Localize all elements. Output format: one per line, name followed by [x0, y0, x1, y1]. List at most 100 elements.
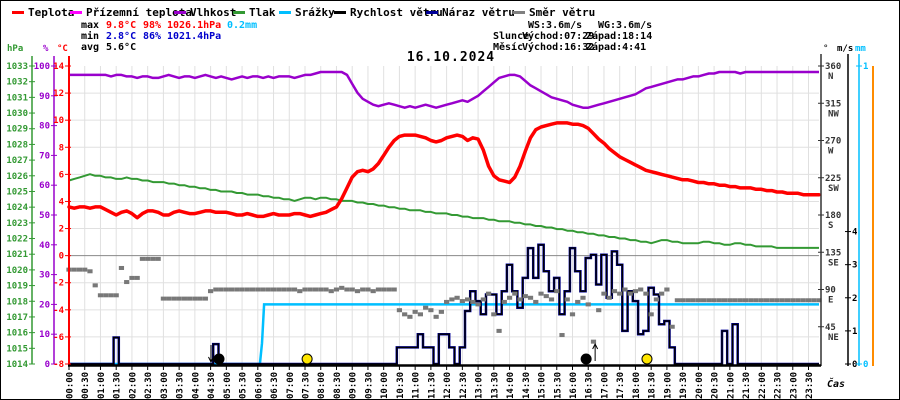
- wind-direction-dot: [328, 289, 334, 294]
- axis-label: 04:30: [207, 372, 217, 399]
- wind-direction-dot: [465, 297, 471, 302]
- wind-direction-dot: [276, 287, 282, 292]
- wind-direction-dot: [800, 298, 806, 303]
- wind-direction-dot: [71, 267, 77, 272]
- axis-label: 06:00: [254, 372, 264, 399]
- wind-direction-dot: [811, 298, 817, 303]
- wind-direction-dot: [260, 287, 266, 292]
- axis-label: 90: [825, 286, 836, 296]
- axis-label: 15:30: [553, 372, 563, 399]
- wind-direction-dot: [360, 287, 366, 292]
- temperature-line-swatch: [12, 10, 24, 14]
- axis-label: 1020: [6, 266, 28, 276]
- axis-label: 14: [53, 62, 64, 72]
- pressure-line-swatch: [233, 10, 245, 14]
- stat-sun-label: Slunce: [493, 31, 530, 42]
- axis-label: 23:00: [789, 372, 799, 399]
- wind-direction-dot: [506, 295, 513, 300]
- humidity-line: [69, 70, 819, 109]
- wind-direction-dot: [223, 287, 229, 292]
- wind-direction-dot: [769, 298, 775, 303]
- axis-label: 18:30: [648, 372, 658, 399]
- axis-label: hPa: [7, 44, 23, 54]
- wind-direction-dot: [234, 287, 240, 292]
- wind-direction-dot: [150, 256, 156, 261]
- axis-label: 1017: [6, 313, 28, 323]
- wind-direction-dot: [187, 296, 193, 301]
- wind-direction-dot: [312, 287, 319, 292]
- wind-direction-dot: [543, 294, 549, 299]
- axis-label: 0: [852, 360, 857, 370]
- stat-min-humidity: 86%: [143, 31, 162, 42]
- axis-label: 12:30: [459, 372, 469, 399]
- wind-direction-dot: [333, 287, 340, 292]
- axis-label: Čas: [827, 376, 845, 390]
- axis-label: 20:00: [695, 372, 705, 399]
- axis-label: 16:00: [569, 372, 579, 399]
- wind-direction-dot: [795, 298, 801, 303]
- axis-label: 05:00: [223, 372, 233, 399]
- wind-direction-dot: [538, 291, 544, 296]
- stat-max-temp: 9.8°C: [106, 20, 137, 31]
- wind-direction-dot: [145, 256, 151, 261]
- stat-min-temp: 2.8°C: [106, 31, 137, 42]
- axis-label: 16:30: [585, 372, 595, 399]
- wind-direction-dot: [444, 299, 450, 304]
- stat-sunset: Západ:18:14: [586, 31, 653, 42]
- wind-direction-dot: [270, 287, 277, 292]
- wind-direction-dot: [512, 291, 518, 296]
- axis-label: 0: [45, 360, 50, 370]
- wind-direction-dot: [302, 287, 308, 292]
- temperature-line: [67, 121, 821, 220]
- wind-direction-dot: [192, 296, 198, 301]
- axis-label: 14:30: [522, 372, 532, 399]
- pressure-line: [68, 173, 819, 249]
- axis-label: 1033: [6, 62, 28, 72]
- wind-direction-dot: [281, 287, 287, 292]
- wind-direction-dot: [391, 287, 397, 292]
- wind-direction-dot: [139, 256, 146, 261]
- wind-direction-dot: [622, 287, 628, 292]
- axis-label: 225: [825, 174, 841, 184]
- axis-label: S: [828, 221, 833, 231]
- wind-direction-dot: [459, 299, 465, 304]
- axis-label: 1022: [6, 235, 28, 245]
- wind-direction-dot: [695, 298, 701, 303]
- wind-direction-dot: [286, 287, 292, 292]
- wind-direction-dot: [202, 296, 208, 301]
- stat-min-pressure: 1021.4hPa: [167, 31, 222, 42]
- wind-direction-dot: [381, 287, 387, 292]
- axis-label: NW: [828, 109, 839, 119]
- wind-direction-dot: [124, 280, 130, 285]
- wind-direction-dot: [244, 287, 250, 292]
- axis-label: 14:00: [506, 372, 516, 399]
- axis-label: 02:30: [144, 372, 154, 399]
- wind-direction-dot: [496, 328, 502, 333]
- wind-direction-dot: [643, 291, 649, 296]
- axis-label: 03:30: [176, 372, 186, 399]
- axis-label: 4: [852, 228, 858, 238]
- wind-direction-dot: [585, 302, 591, 307]
- precipitation-line-swatch: [279, 10, 291, 14]
- axis-label: 1028: [6, 140, 28, 150]
- axis-label: 21:30: [742, 372, 752, 399]
- axis-label: %: [43, 44, 49, 54]
- wind-direction-dot: [533, 299, 539, 304]
- wind-direction-dot: [716, 298, 722, 303]
- axis-label: 1027: [6, 156, 28, 166]
- axis-label: 1025: [6, 187, 28, 197]
- wind-direction-dot: [412, 309, 418, 314]
- axis-label: 2: [852, 294, 857, 304]
- axis-label: 0: [59, 252, 64, 262]
- marker-arrowhead: [592, 342, 599, 350]
- wind-direction-dot: [323, 287, 329, 292]
- axis-label: 06:30: [270, 372, 280, 399]
- axis-label: 20: [39, 300, 50, 310]
- wind-direction-dot: [606, 295, 612, 300]
- axis-label: N: [828, 72, 833, 82]
- moonrise-marker: [580, 353, 592, 365]
- wind-direction-dot: [428, 308, 434, 313]
- wind-direction-dot: [255, 287, 261, 292]
- wind-direction-dot: [601, 291, 607, 296]
- axis-label: mm: [855, 44, 866, 54]
